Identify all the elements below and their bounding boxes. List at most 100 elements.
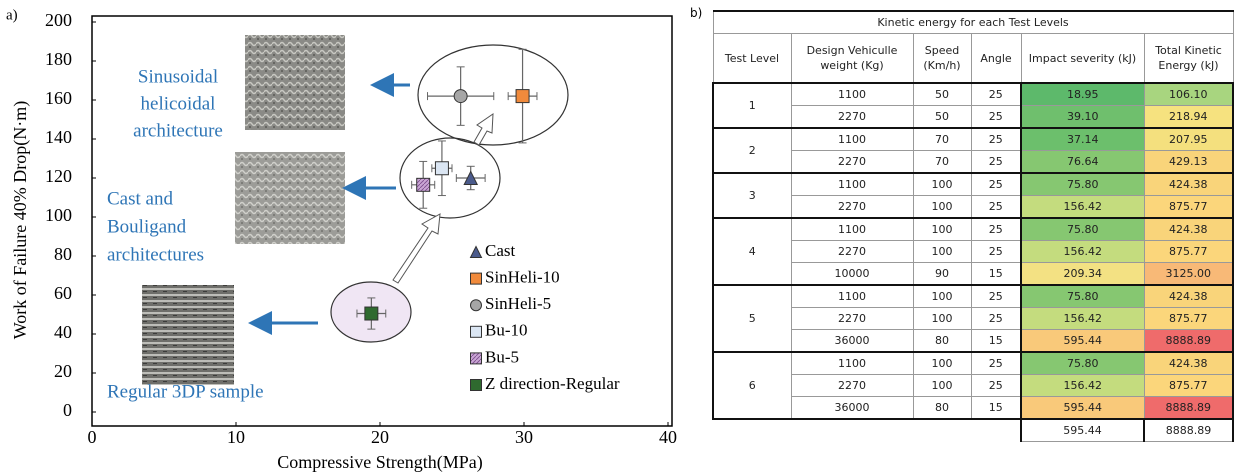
energy-table: Kinetic energy for each Test LevelsTest … (712, 10, 1234, 442)
table-cell: 25 (971, 375, 1021, 397)
table-cell: 1100 (791, 173, 913, 196)
empty-cell (913, 419, 971, 442)
table-cell: 70 (913, 151, 971, 174)
panel-label: a) (6, 7, 18, 23)
photo-regular (142, 285, 234, 385)
table-cell: 1100 (791, 285, 913, 308)
table-cell: 15 (971, 397, 1021, 420)
photo-bouligand (235, 152, 345, 244)
table-cell: 156.42 (1021, 241, 1144, 263)
table-row: Test LevelDesign Vehiculle weight (Kg)Sp… (713, 34, 1233, 84)
y-tick-label: 140 (45, 127, 72, 147)
legend-label: SinHeli-10 (485, 268, 560, 287)
table-cell: 50 (913, 106, 971, 129)
table-cell: 156.42 (1021, 375, 1144, 397)
annotation: Regular 3DP sample (107, 381, 264, 402)
table-row: 2270502539.10218.94 (713, 106, 1233, 129)
table-cell: 2270 (791, 241, 913, 263)
y-tick-label: 40 (54, 322, 72, 342)
table-cell: 76.64 (1021, 151, 1144, 174)
table-cell: 207.95 (1144, 128, 1233, 151)
table-cell: 25 (971, 173, 1021, 196)
table-cell: 8888.89 (1144, 397, 1233, 420)
table-cell: 39.10 (1021, 106, 1144, 129)
table-row: 227010025156.42875.77 (713, 308, 1233, 330)
panel-label: b) (690, 6, 702, 20)
table-cell: 75.80 (1021, 173, 1144, 196)
legend-label: Bu-10 (485, 321, 528, 340)
column-header: Total Kinetic Energy (kJ) (1144, 34, 1233, 84)
table-cell: 209.34 (1021, 263, 1144, 286)
point (454, 90, 467, 103)
test-level: 6 (713, 352, 791, 419)
annotation: Sinusoidal (138, 66, 218, 87)
empty-cell (971, 419, 1021, 442)
table-cell: 2270 (791, 196, 913, 219)
table-cell: 100 (913, 308, 971, 330)
legend-label: Cast (485, 241, 516, 260)
table-cell: 25 (971, 106, 1021, 129)
y-tick-label: 60 (54, 283, 72, 303)
point (417, 178, 430, 191)
annotation: architectures (107, 244, 204, 265)
empty-cell (713, 419, 791, 442)
footer-cell: 595.44 (1021, 419, 1144, 442)
chart: a) 020406080100120140160180200010203040C… (0, 0, 690, 472)
test-level: 2 (713, 128, 791, 173)
table-cell: 100 (913, 241, 971, 263)
table-cell: 75.80 (1021, 218, 1144, 241)
table-cell: 595.44 (1021, 330, 1144, 353)
table-cell: 18.95 (1021, 83, 1144, 106)
table-title: Kinetic energy for each Test Levels (713, 11, 1233, 34)
table-cell: 156.42 (1021, 308, 1144, 330)
table-cell: 25 (971, 128, 1021, 151)
annotation: Bouligand (107, 216, 187, 237)
table-cell: 875.77 (1144, 375, 1233, 397)
y-tick-label: 0 (63, 400, 72, 420)
table-row: 611001002575.80424.38 (713, 352, 1233, 375)
table-cell: 875.77 (1144, 196, 1233, 219)
legend-label: Z direction-Regular (485, 374, 620, 393)
column-header: Test Level (713, 34, 791, 84)
table-row: 311001002575.80424.38 (713, 173, 1233, 196)
table-cell: 3125.00 (1144, 263, 1233, 286)
table-cell: 424.38 (1144, 173, 1233, 196)
legend-marker (471, 353, 482, 364)
test-level: 1 (713, 83, 791, 128)
table-cell: 15 (971, 330, 1021, 353)
legend-label: SinHeli-5 (485, 294, 551, 313)
table-row: Kinetic energy for each Test Levels (713, 11, 1233, 34)
table-cell: 8888.89 (1144, 330, 1233, 353)
test-level: 4 (713, 218, 791, 285)
table-row: 100009015209.343125.00 (713, 263, 1233, 286)
empty-cell (791, 419, 913, 442)
x-tick-label: 0 (88, 427, 97, 447)
table-cell: 100 (913, 173, 971, 196)
annotation: Cast and (107, 188, 173, 209)
legend-marker (471, 326, 482, 337)
table-cell: 875.77 (1144, 308, 1233, 330)
table-row: 511001002575.80424.38 (713, 285, 1233, 308)
test-level: 3 (713, 173, 791, 218)
table-cell: 25 (971, 241, 1021, 263)
x-tick-label: 40 (659, 427, 677, 447)
table-cell: 70 (913, 128, 971, 151)
table-cell: 100 (913, 218, 971, 241)
table-cell: 36000 (791, 397, 913, 420)
table-cell: 218.94 (1144, 106, 1233, 129)
annotation: architecture (133, 120, 223, 141)
table-row: 411001002575.80424.38 (713, 218, 1233, 241)
table-cell: 100 (913, 375, 971, 397)
table-row: 21100702537.14207.95 (713, 128, 1233, 151)
table-cell: 25 (971, 285, 1021, 308)
y-tick-label: 200 (45, 10, 72, 30)
table-row: 11100502518.95106.10 (713, 83, 1233, 106)
table-cell: 429.13 (1144, 151, 1233, 174)
y-tick-label: 100 (45, 205, 72, 225)
y-tick-label: 120 (45, 166, 72, 186)
table-cell: 1100 (791, 83, 913, 106)
table-cell: 424.38 (1144, 352, 1233, 375)
legend-marker (471, 300, 482, 311)
y-tick-label: 160 (45, 88, 72, 108)
table-cell: 1100 (791, 128, 913, 151)
